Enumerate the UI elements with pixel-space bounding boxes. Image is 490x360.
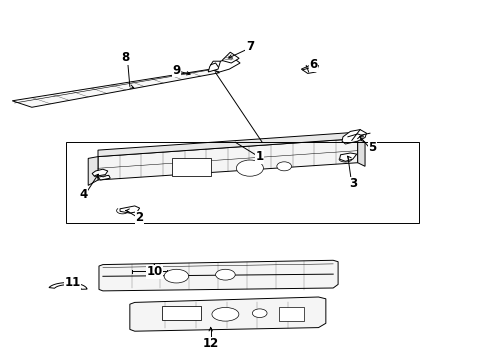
Text: 7: 7 bbox=[246, 40, 254, 53]
Polygon shape bbox=[222, 52, 239, 63]
Text: 12: 12 bbox=[202, 337, 219, 350]
Bar bbox=[162, 306, 201, 320]
Text: 11: 11 bbox=[64, 276, 81, 289]
Text: 3: 3 bbox=[349, 177, 357, 190]
Polygon shape bbox=[301, 65, 319, 73]
Bar bbox=[66, 142, 419, 223]
Ellipse shape bbox=[277, 162, 292, 171]
Polygon shape bbox=[358, 139, 365, 166]
Ellipse shape bbox=[237, 160, 264, 176]
Bar bbox=[279, 307, 304, 321]
Text: 10: 10 bbox=[146, 265, 163, 278]
Text: 9: 9 bbox=[172, 64, 180, 77]
Polygon shape bbox=[208, 61, 220, 72]
Polygon shape bbox=[340, 153, 357, 161]
Ellipse shape bbox=[212, 307, 239, 321]
Text: 2: 2 bbox=[136, 211, 144, 224]
Ellipse shape bbox=[164, 269, 189, 283]
Ellipse shape bbox=[252, 309, 267, 318]
Text: 8: 8 bbox=[121, 51, 129, 64]
Polygon shape bbox=[99, 260, 338, 291]
Polygon shape bbox=[49, 283, 87, 289]
Polygon shape bbox=[98, 139, 358, 180]
Polygon shape bbox=[98, 175, 110, 180]
Text: 1: 1 bbox=[256, 150, 264, 163]
Polygon shape bbox=[120, 206, 140, 213]
Polygon shape bbox=[130, 297, 326, 331]
Polygon shape bbox=[12, 69, 220, 107]
Text: 4: 4 bbox=[79, 188, 87, 201]
Polygon shape bbox=[92, 169, 108, 176]
Text: 5: 5 bbox=[368, 141, 376, 154]
Bar bbox=[172, 158, 211, 176]
Polygon shape bbox=[88, 157, 98, 185]
Polygon shape bbox=[211, 58, 240, 72]
Polygon shape bbox=[98, 132, 358, 157]
Ellipse shape bbox=[216, 269, 235, 280]
Text: 6: 6 bbox=[310, 58, 318, 71]
Polygon shape bbox=[342, 130, 367, 144]
